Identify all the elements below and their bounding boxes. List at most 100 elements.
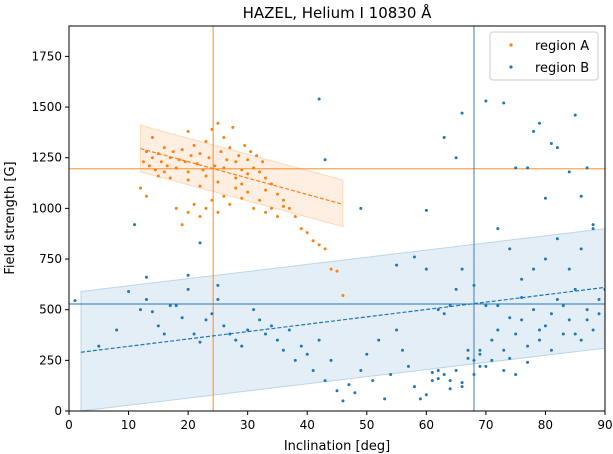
- data-point: [228, 202, 232, 206]
- data-point: [454, 287, 458, 291]
- data-point: [225, 158, 229, 162]
- data-point: [484, 99, 488, 103]
- data-point: [261, 160, 265, 164]
- data-point: [579, 338, 583, 342]
- data-point: [383, 397, 387, 401]
- data-point: [508, 356, 512, 360]
- y-tick-label: 500: [39, 303, 62, 317]
- data-point: [240, 344, 244, 348]
- data-point: [150, 135, 154, 139]
- data-point: [436, 377, 440, 381]
- data-point: [216, 283, 220, 287]
- data-point: [231, 125, 235, 129]
- data-point: [537, 328, 541, 332]
- data-point: [186, 178, 190, 182]
- data-point: [258, 198, 262, 202]
- x-tick-label: 20: [180, 418, 195, 432]
- data-point: [418, 397, 422, 401]
- series-region-b: [73, 97, 605, 403]
- data-point: [597, 312, 601, 316]
- data-point: [159, 160, 163, 164]
- data-point: [490, 338, 494, 342]
- data-point: [579, 194, 583, 198]
- data-point: [549, 348, 553, 352]
- data-point: [150, 310, 154, 314]
- data-point: [514, 373, 518, 377]
- y-tick-label: 1250: [31, 151, 62, 165]
- data-point: [323, 247, 327, 251]
- data-point: [508, 247, 512, 251]
- data-point: [406, 364, 410, 368]
- y-tick-label: 250: [39, 353, 62, 367]
- data-point: [275, 338, 279, 342]
- data-point: [573, 113, 577, 117]
- data-point: [252, 166, 256, 170]
- data-point: [210, 127, 214, 131]
- data-point: [472, 358, 476, 362]
- data-point: [591, 223, 595, 227]
- data-point: [138, 186, 142, 190]
- data-point: [255, 154, 259, 158]
- data-point: [249, 150, 253, 154]
- data-point: [478, 348, 482, 352]
- data-point: [585, 166, 589, 170]
- scatter-points: [73, 97, 605, 403]
- data-point: [329, 358, 333, 362]
- x-tick-label: 0: [65, 418, 73, 432]
- x-tick-label: 90: [597, 418, 612, 432]
- data-point: [281, 198, 285, 202]
- data-point: [555, 146, 559, 150]
- data-point: [567, 170, 571, 174]
- data-point: [460, 111, 464, 115]
- data-point: [395, 263, 399, 267]
- data-point: [186, 170, 190, 174]
- data-point: [180, 223, 184, 227]
- data-point: [204, 140, 208, 143]
- data-point: [305, 231, 309, 235]
- data-point: [186, 129, 190, 133]
- x-tick-label: 30: [240, 418, 255, 432]
- x-tick-label: 50: [359, 418, 374, 432]
- data-point: [532, 308, 536, 312]
- x-tick-label: 10: [121, 418, 136, 432]
- data-point: [466, 348, 470, 352]
- data-point: [514, 166, 518, 170]
- data-point: [472, 373, 476, 377]
- data-point: [543, 257, 547, 261]
- data-point: [264, 176, 268, 180]
- data-point: [237, 154, 241, 158]
- data-point: [597, 298, 601, 302]
- data-point: [436, 308, 440, 312]
- data-point: [454, 156, 458, 160]
- x-tick-label: 80: [538, 418, 553, 432]
- x-axis-label: Inclination [deg]: [284, 439, 390, 454]
- data-point: [532, 267, 536, 271]
- plot-frame: [68, 25, 606, 412]
- data-point: [514, 332, 518, 336]
- data-point: [335, 389, 339, 393]
- data-point: [543, 324, 547, 328]
- fit-line-region-b: [80, 286, 605, 353]
- data-point: [401, 348, 405, 352]
- data-point: [264, 210, 268, 214]
- data-point: [174, 166, 178, 170]
- data-point: [222, 166, 226, 170]
- data-point: [127, 289, 131, 293]
- data-point: [520, 318, 524, 322]
- data-point: [138, 308, 142, 312]
- data-point: [526, 166, 530, 170]
- legend-marker-region-a: [509, 43, 513, 47]
- data-point: [174, 206, 178, 210]
- data-point: [496, 328, 500, 332]
- data-point: [264, 332, 268, 336]
- data-point: [246, 172, 250, 176]
- data-point: [213, 164, 217, 168]
- data-point: [389, 373, 393, 377]
- data-point: [454, 368, 458, 372]
- data-point: [144, 275, 148, 279]
- data-point: [490, 358, 494, 362]
- chart-title: HAZEL, Helium I 10830 Å: [243, 3, 433, 22]
- data-point: [549, 312, 553, 316]
- data-point: [317, 338, 321, 342]
- data-point: [508, 316, 512, 320]
